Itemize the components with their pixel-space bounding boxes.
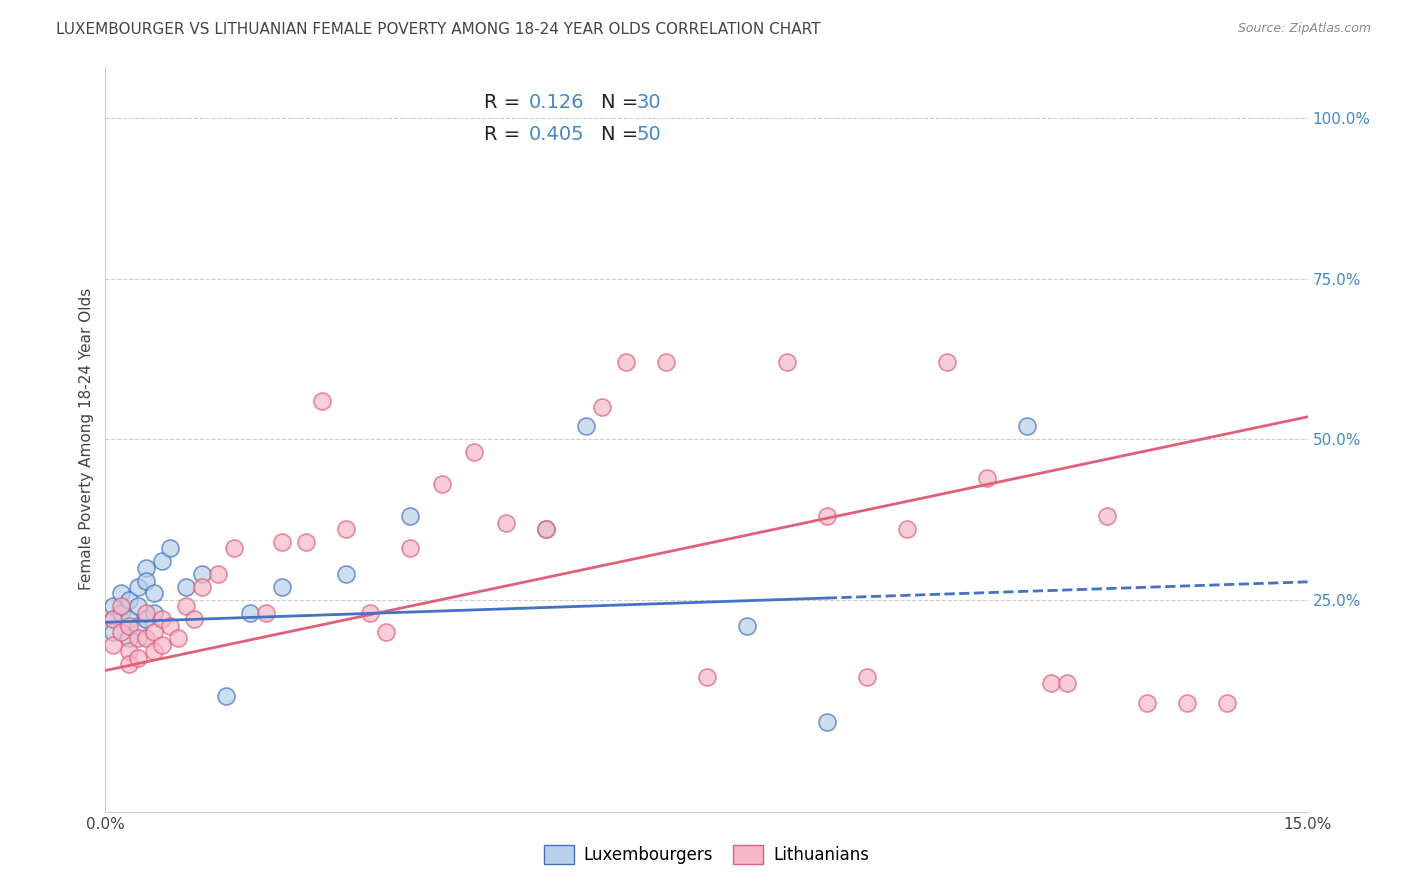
Point (118, 592, 141, 607)
Point (335, 567, 357, 582)
Point (166, 632, 188, 646)
Point (110, 586, 132, 600)
Point (655, 355, 678, 369)
Point (591, 401, 613, 415)
Point (976, 471, 998, 485)
Point (118, 632, 141, 646)
Point (190, 567, 212, 582)
Point (150, 554, 173, 568)
Point (815, 509, 838, 524)
Point (142, 644, 165, 658)
Point (142, 606, 165, 620)
Text: 50: 50 (637, 125, 662, 144)
Point (575, 419, 598, 434)
Point (174, 599, 197, 614)
Point (1056, 676, 1078, 690)
Point (103, 599, 125, 614)
Point (103, 612, 125, 626)
Point (103, 612, 125, 626)
Point (855, 670, 877, 684)
Point (142, 624, 165, 639)
Point (430, 477, 453, 491)
Point (399, 509, 422, 524)
Point (118, 644, 141, 658)
Point (1136, 696, 1159, 710)
Point (254, 606, 277, 620)
Point (735, 618, 758, 632)
Point (815, 714, 838, 729)
Point (214, 689, 236, 703)
Point (127, 650, 149, 665)
Text: Source: ZipAtlas.com: Source: ZipAtlas.com (1237, 22, 1371, 36)
Point (295, 535, 318, 549)
Point (534, 522, 557, 536)
Point (127, 599, 149, 614)
Point (495, 516, 517, 530)
Text: R =: R = (484, 93, 527, 112)
Point (696, 670, 718, 684)
Text: R =: R = (484, 125, 527, 144)
Point (359, 606, 381, 620)
Point (1097, 509, 1119, 524)
Point (1017, 419, 1039, 434)
Point (127, 618, 149, 632)
Point (135, 612, 157, 626)
Point (896, 522, 918, 536)
Text: LUXEMBOURGER VS LITHUANIAN FEMALE POVERTY AMONG 18-24 YEAR OLDS CORRELATION CHAR: LUXEMBOURGER VS LITHUANIAN FEMALE POVERT… (56, 22, 821, 37)
Point (150, 638, 173, 652)
Text: N =: N = (600, 125, 644, 144)
Point (118, 612, 141, 626)
Point (222, 541, 245, 556)
Y-axis label: Female Poverty Among 18-24 Year Olds: Female Poverty Among 18-24 Year Olds (79, 288, 94, 591)
Point (311, 393, 333, 408)
Point (135, 606, 157, 620)
Point (159, 541, 181, 556)
Point (776, 355, 799, 369)
Point (183, 612, 205, 626)
Point (616, 355, 638, 369)
Point (135, 632, 157, 646)
Point (103, 638, 125, 652)
Text: 0.405: 0.405 (529, 125, 585, 144)
Point (110, 606, 132, 620)
Point (1040, 676, 1063, 690)
Point (142, 586, 165, 600)
Point (190, 580, 212, 594)
Point (118, 618, 141, 632)
Point (135, 560, 157, 574)
Point (135, 574, 157, 588)
Text: 30: 30 (637, 93, 661, 112)
Point (103, 624, 125, 639)
Point (110, 599, 132, 614)
Point (150, 612, 173, 626)
Point (118, 657, 141, 671)
Point (374, 624, 398, 639)
Point (159, 618, 181, 632)
Point (1216, 696, 1239, 710)
Point (270, 535, 292, 549)
Legend: Luxembourgers, Lithuanians: Luxembourgers, Lithuanians (537, 838, 876, 871)
Point (110, 624, 132, 639)
Text: N =: N = (600, 93, 644, 112)
Point (127, 632, 149, 646)
Text: 0.126: 0.126 (529, 93, 585, 112)
Point (1177, 696, 1199, 710)
Point (335, 522, 357, 536)
Point (936, 355, 959, 369)
Point (127, 580, 149, 594)
Point (270, 580, 292, 594)
Point (463, 445, 485, 459)
Point (534, 522, 557, 536)
Point (239, 606, 262, 620)
Point (207, 567, 229, 582)
Point (399, 541, 422, 556)
Point (174, 580, 197, 594)
